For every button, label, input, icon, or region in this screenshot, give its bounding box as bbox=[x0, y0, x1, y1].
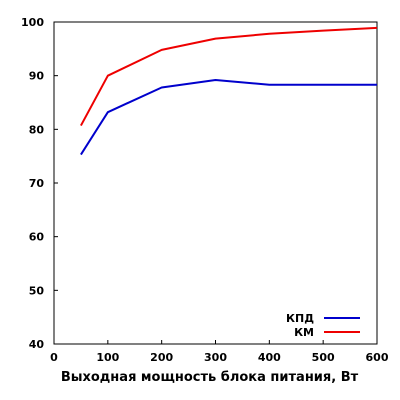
x-axis: 0 100 200 300 400 500 600 bbox=[50, 340, 389, 364]
x-tick-label: 400 bbox=[258, 351, 281, 364]
series-group bbox=[80, 26, 378, 156]
series-line-2 bbox=[80, 26, 378, 127]
x-tick-label: 600 bbox=[366, 351, 389, 364]
y-axis: 40 50 60 70 80 90 100 bbox=[21, 16, 58, 351]
plot-border bbox=[53, 21, 378, 345]
plot-area bbox=[53, 21, 378, 345]
x-tick-label: 0 bbox=[50, 351, 58, 364]
legend-label: КПД bbox=[286, 312, 314, 325]
x-tick-label: 100 bbox=[96, 351, 119, 364]
x-tick-label: 200 bbox=[150, 351, 173, 364]
x-axis-title: Выходная мощность блока питания, Вт bbox=[61, 370, 359, 385]
series-line-1 bbox=[80, 78, 377, 156]
legend-label: КМ bbox=[294, 326, 314, 339]
x-tick-label: 500 bbox=[312, 351, 335, 364]
y-tick-label: 40 bbox=[29, 338, 45, 351]
x-tick-label: 300 bbox=[204, 351, 227, 364]
y-tick-label: 80 bbox=[29, 123, 45, 136]
y-tick-label: 100 bbox=[21, 16, 44, 29]
y-tick-label: 60 bbox=[29, 231, 45, 244]
y-tick-label: 70 bbox=[29, 177, 45, 190]
y-tick-label: 50 bbox=[29, 284, 45, 297]
y-tick-label: 90 bbox=[29, 70, 45, 83]
